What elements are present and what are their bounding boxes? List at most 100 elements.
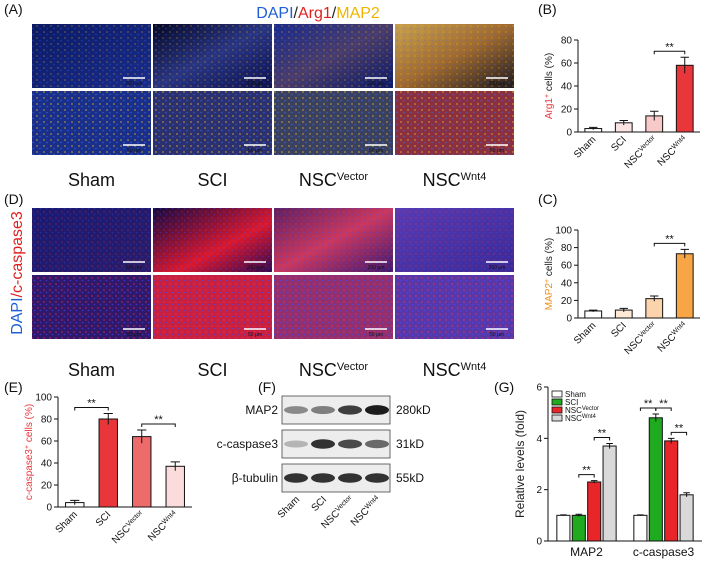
y-tick-label: 40 [561, 278, 573, 289]
significance-label: ** [659, 398, 668, 410]
x-tick-label: NSCWnt4 [655, 134, 690, 169]
significance-label: ** [582, 465, 591, 477]
significance-bracket [655, 407, 672, 411]
x-tick-label: SCI [94, 509, 114, 529]
y-tick-label: 20 [41, 481, 53, 492]
column-label-main: NSC [299, 360, 337, 380]
error-bar [667, 437, 675, 444]
lane-label-sup: Wnt4 [363, 494, 380, 511]
error-bar [170, 461, 180, 471]
column-label: NSCWnt4 [423, 360, 487, 380]
blot-band [284, 406, 308, 414]
scale-bar-label: 200 μm [247, 265, 264, 271]
bar [675, 253, 694, 319]
significance-bracket [593, 436, 611, 441]
bar [165, 465, 185, 508]
error-bar [606, 442, 613, 449]
column-label-main: SCI [197, 170, 227, 190]
bar [675, 64, 694, 133]
x-tick-label-sup: Wnt4 [161, 509, 178, 526]
panel-title-part: / [332, 5, 337, 22]
error-bar [137, 429, 147, 444]
column-label: NSCWnt4 [423, 170, 487, 190]
size-label: 55kD [396, 471, 424, 485]
error-bar [650, 295, 659, 302]
scale-bar-label: 50 μm [248, 148, 262, 154]
protein-label: β-tubulin [232, 471, 278, 485]
y-axis-label-part: + [24, 445, 31, 449]
lane-label-main: SCI [310, 494, 330, 514]
x-tick-label: Sham [54, 509, 80, 535]
blot-band [365, 405, 389, 415]
scale-bar-label: 50 μm [248, 332, 262, 338]
x-tick-label: SCI [609, 134, 629, 154]
y-axis-label: c-caspase3+ cells (%) [24, 404, 36, 500]
x-tick-label: NSCWnt4 [655, 320, 690, 355]
scale-bar-label: 200 μm [489, 81, 506, 87]
y-tick-label: 60 [561, 261, 573, 272]
x-tick-label-main: c-caspase3 [633, 545, 695, 559]
y-tick-label: 40 [561, 82, 573, 93]
column-label: Sham [68, 360, 115, 380]
y-tick-label: 20 [561, 296, 573, 307]
lane-label: SCI [310, 494, 330, 514]
significance-label: ** [665, 233, 674, 245]
blot-band [311, 439, 335, 449]
error-bar [589, 126, 598, 130]
column-label-main: Sham [68, 170, 115, 190]
error-bar [619, 307, 628, 312]
scale-bar-label: 50 μm [490, 148, 504, 154]
side-label: DAPI/c-caspase3 [9, 211, 26, 335]
error-bar [70, 499, 80, 505]
legend-swatch [551, 398, 563, 406]
protein-label: MAP2 [245, 403, 278, 417]
size-label: 31kD [396, 437, 424, 451]
error-bar [637, 514, 644, 516]
x-tick-label: NSCWnt4 [146, 509, 181, 544]
significance-label: ** [598, 427, 607, 439]
column-label: Sham [68, 170, 115, 190]
error-bar [575, 513, 583, 517]
scale-bar-label: 50 μm [127, 332, 141, 338]
blot-band [338, 405, 362, 415]
significance-label: ** [644, 398, 653, 410]
scale-bar-label: 50 μm [369, 332, 383, 338]
y-axis-label: MAP2+ cells (%) [544, 238, 556, 310]
y-axis-label-part: Arg1 [544, 98, 555, 120]
panel-title-part: Arg1 [298, 5, 332, 22]
blot-band [365, 473, 389, 483]
x-tick-label-sup: Wnt4 [670, 320, 687, 337]
x-tick-label-main: MAP2 [570, 545, 603, 559]
panel-label: (C) [538, 191, 557, 207]
y-axis-label: Relative levels (fold) [513, 410, 527, 518]
y-tick-label: 0 [566, 314, 572, 325]
scale-bar-label: 50 μm [369, 148, 383, 154]
lane-label-sup: Vector [334, 494, 353, 513]
column-label-sup: Vector [337, 171, 369, 183]
scale-bar-label: 50 μm [127, 148, 141, 154]
legend-label: NSCWnt4 [565, 414, 597, 423]
size-label: 280kD [396, 403, 431, 417]
y-tick-label: 80 [561, 243, 573, 254]
panel-title-part: DAPI [256, 5, 293, 22]
y-axis-label-part: c-caspase3 [24, 449, 35, 501]
column-label-sup: Wnt4 [461, 361, 487, 373]
blot-band [284, 440, 308, 448]
scale-bar-label: 200 μm [126, 81, 143, 87]
panel-label: (A) [4, 1, 23, 17]
scale-bar-label: 200 μm [247, 81, 264, 87]
y-tick-label: 4 [536, 434, 542, 445]
column-label: NSCVector [299, 360, 369, 380]
legend-name: SCI [565, 398, 578, 407]
y-tick-label: 20 [561, 105, 573, 116]
x-tick-label-main: Sham [572, 320, 598, 346]
blot-band [311, 406, 335, 414]
error-bar [683, 492, 690, 497]
y-tick-label: 40 [41, 459, 53, 470]
x-tick-label-main: SCI [609, 320, 629, 340]
x-tick-label: Sham [572, 134, 598, 160]
x-tick-label-main: Sham [54, 509, 80, 535]
significance-label: ** [675, 422, 684, 434]
protein-label: c-caspase3 [217, 437, 279, 451]
